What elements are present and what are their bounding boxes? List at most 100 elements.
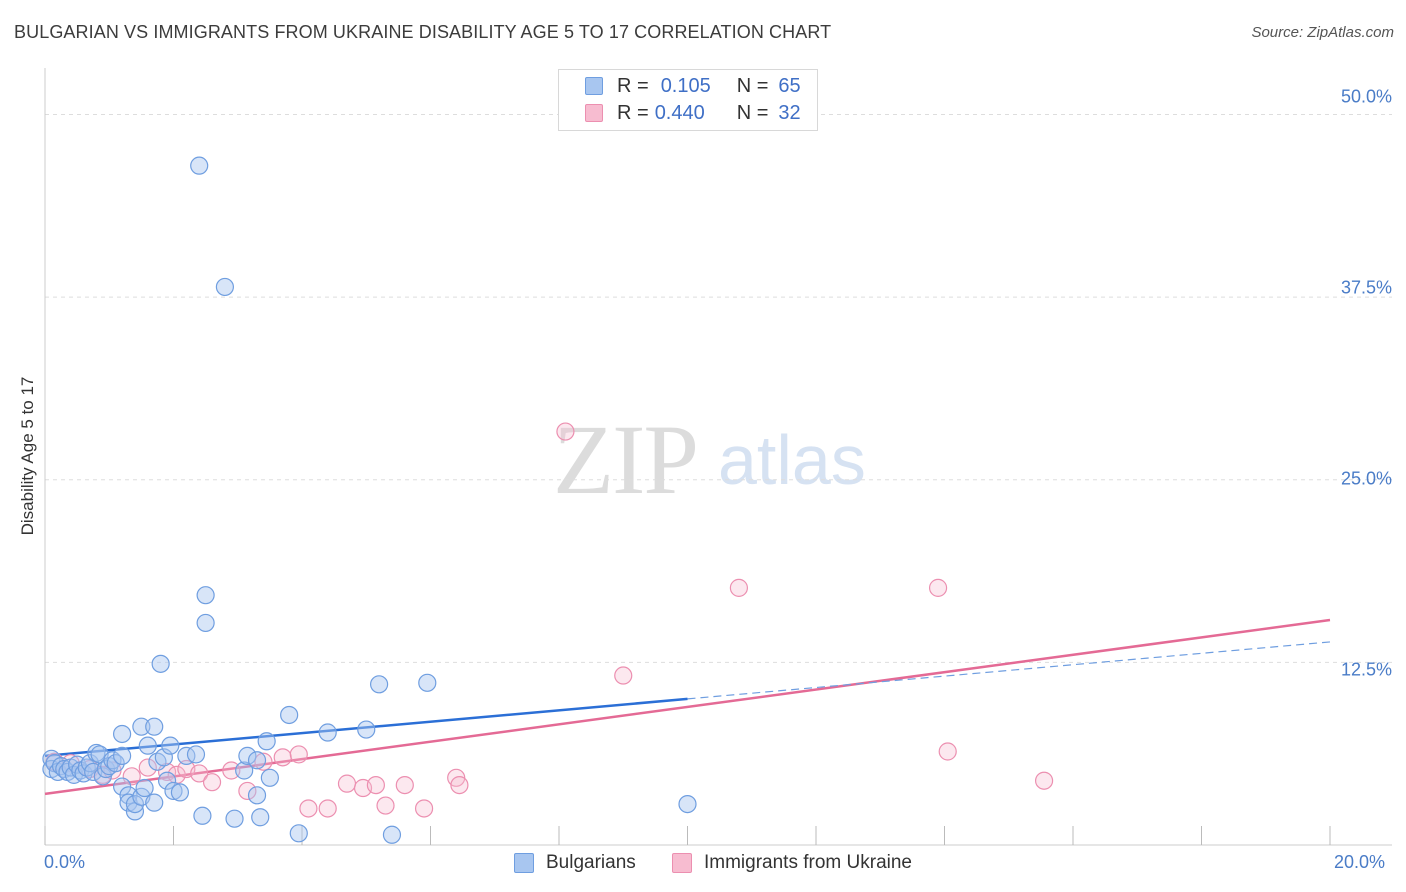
bulgarian-point (235, 761, 254, 780)
bulgarian-point (145, 717, 164, 736)
y-tick-label: 12.5% (1340, 659, 1392, 680)
bulgarian-point (247, 751, 267, 770)
trend-layer (44, 618, 1331, 796)
bulgarian-point (161, 736, 180, 755)
bulgarian-trend-extension (687, 641, 1331, 700)
legend-swatch-blue (585, 77, 603, 95)
bulgarian-point (247, 786, 267, 805)
bulgarian-point (151, 654, 170, 673)
legend-r-value: 0.440 (654, 101, 705, 124)
bulgarian-point (164, 781, 183, 801)
ukraine-point (299, 799, 318, 818)
ukraine-point (395, 776, 414, 795)
ukraine-point (138, 758, 157, 777)
legend-r-label: R = (617, 74, 649, 97)
bulgarian-trend-line (44, 697, 688, 758)
x-tick-label-max: 20.0% (1334, 852, 1386, 872)
ukraine-point (366, 776, 385, 795)
bottom-legend-label: Immigrants from Ukraine (704, 852, 912, 873)
bulgarian-point (112, 746, 132, 765)
bulgarian-point (103, 751, 122, 770)
bulgarian-point (74, 764, 93, 783)
ukraine-point (450, 776, 469, 795)
bulgarian-point (177, 746, 196, 765)
axis-layer (44, 68, 1392, 846)
ukraine-point (318, 799, 337, 818)
bulgarian-point (154, 748, 173, 767)
legend-n-label: N = (736, 74, 769, 97)
legend-row-ukraine: R = 0.440 N = 32 (585, 101, 801, 125)
bulgarian-point (382, 825, 402, 844)
legend-swatch-pink (585, 104, 603, 122)
bulgarian-point (678, 794, 697, 814)
ukraine-point (376, 796, 395, 815)
bulgarian-point (251, 808, 270, 827)
bottom-legend-swatch-pink (672, 853, 692, 873)
bottom-legend-label: Bulgarians (546, 852, 636, 873)
bulgarian-point (112, 724, 132, 744)
legend-row-bulgarians: R = 0.105 N = 65 (585, 74, 801, 98)
y-tick-label: 37.5% (1340, 277, 1392, 298)
grid-layer (45, 114, 1392, 663)
bulgarian-points (42, 156, 697, 844)
ukraine-point (289, 745, 308, 764)
ukraine-point (614, 666, 633, 685)
y-tick-label: 25.0% (1340, 468, 1392, 489)
bulgarian-point (225, 809, 244, 828)
bulgarian-point (193, 806, 212, 825)
legend-n-label: N = (736, 101, 769, 124)
bulgarian-point (132, 717, 151, 736)
source-label: Source: ZipAtlas.com (1251, 24, 1394, 41)
bulgarian-point (196, 613, 215, 633)
bulgarian-point (170, 783, 190, 802)
legend-r-label: R = (617, 101, 649, 124)
bulgarian-point (260, 768, 279, 787)
ukraine-point (238, 781, 257, 801)
bulgarian-point (106, 754, 125, 773)
legend-r-value: 0.105 (660, 74, 711, 97)
ukraine-point (938, 742, 957, 761)
ukraine-point (273, 748, 292, 767)
ukraine-point (190, 764, 209, 783)
ukraine-point (928, 578, 948, 597)
bulgarian-point (289, 824, 308, 843)
bulgarian-point (238, 746, 257, 765)
bulgarian-point (418, 673, 437, 692)
correlation-legend: R = 0.105 N = 65 R = 0.440 N = 32 (558, 69, 818, 131)
bulgarian-point (138, 736, 157, 755)
x-tick-label-min: 0.0% (44, 852, 86, 872)
ukraine-point (556, 422, 575, 441)
bulgarian-point (196, 586, 215, 605)
bulgarian-point (280, 705, 299, 725)
bottom-legend-bulgarians: Bulgarians (514, 852, 636, 874)
ukraine-point (337, 774, 357, 793)
watermark-atlas: atlas (718, 421, 866, 499)
watermark-zip: ZIP (553, 404, 699, 515)
bulgarian-point (135, 778, 154, 798)
bulgarian-point (357, 720, 376, 739)
ukraine-point (729, 578, 749, 597)
y-tick-label: 50.0% (1340, 86, 1392, 107)
bulgarian-point (145, 793, 164, 812)
ukraine-point (254, 752, 273, 771)
bulgarian-point (125, 794, 145, 814)
ukraine-point (414, 799, 434, 818)
ukraine-trend-line (44, 618, 1331, 796)
bulgarian-point (318, 723, 337, 742)
legend-n-value: 65 (778, 74, 801, 97)
bulgarian-point (190, 156, 209, 175)
chart-title: BULGARIAN VS IMMIGRANTS FROM UKRAINE DIS… (14, 22, 832, 42)
y-axis-label: Disability Age 5 to 17 (18, 376, 37, 536)
bulgarian-point (186, 745, 206, 764)
bulgarian-point (257, 732, 276, 751)
ukraine-point (1034, 771, 1054, 790)
bulgarian-point (370, 675, 389, 694)
legend-n-value: 32 (778, 101, 801, 124)
bulgarian-point (157, 771, 177, 790)
bottom-legend-swatch-blue (514, 853, 534, 873)
bottom-legend-ukraine: Immigrants from Ukraine (672, 852, 912, 874)
ukraine-point (202, 773, 222, 792)
ukraine-point (222, 761, 241, 780)
bulgarian-point (215, 277, 234, 297)
